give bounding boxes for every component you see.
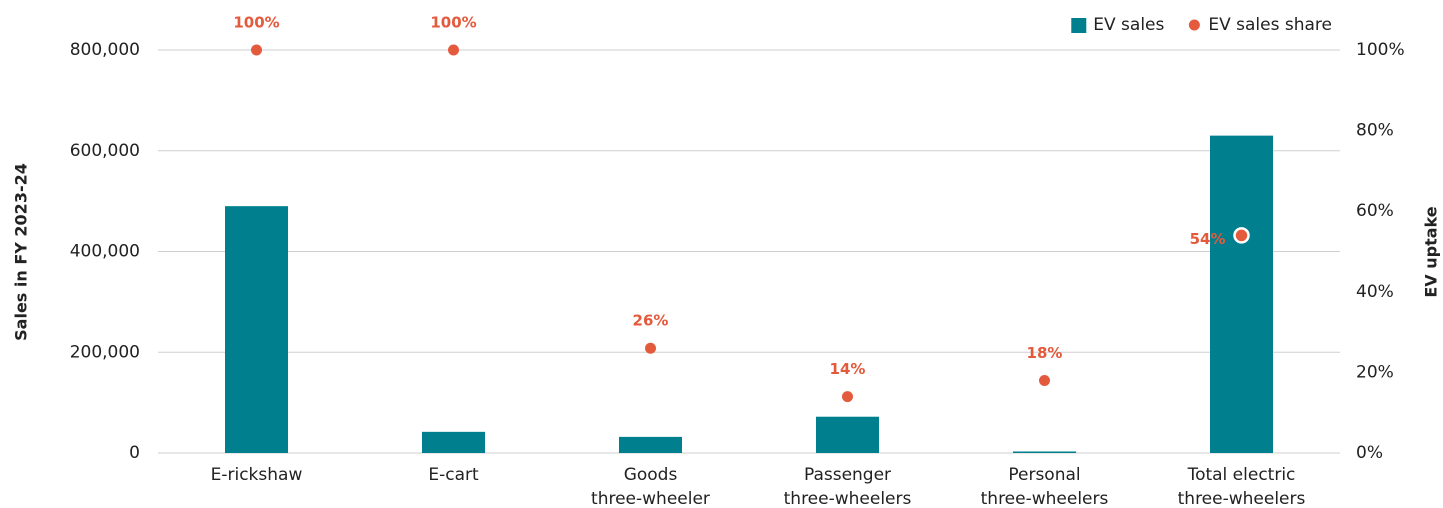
bar: [1210, 135, 1273, 453]
y2-tick-label: 0%: [1356, 443, 1383, 463]
x-tick-label: Total electric three-wheelers: [1178, 465, 1306, 508]
y-tick-label: 0: [129, 443, 140, 463]
legend-swatch: [1071, 18, 1087, 33]
dot: [251, 44, 262, 56]
value-label: 100%: [430, 14, 476, 32]
y2-tick-label: 60%: [1356, 201, 1394, 221]
y2-tick-label: 40%: [1356, 282, 1394, 302]
value-label: 14%: [830, 360, 866, 378]
dot: [1233, 227, 1250, 244]
dot: [645, 342, 656, 354]
dot: [842, 391, 853, 403]
x-tick-label: E-cart: [428, 465, 479, 485]
y-tick-label: 600,000: [70, 141, 140, 161]
legend-swatch: [1188, 19, 1200, 31]
bar: [619, 436, 682, 453]
y-tick-label: 800,000: [70, 40, 140, 60]
y-tick-label: 400,000: [70, 242, 140, 262]
y2-tick-label: 20%: [1356, 362, 1394, 382]
value-label: 18%: [1027, 344, 1063, 362]
value-label: 100%: [233, 14, 279, 32]
x-tick-label: Passenger three-wheelers: [784, 465, 912, 508]
bar: [225, 206, 288, 453]
y2-tick-label: 100%: [1356, 40, 1405, 60]
x-tick-label: Goods three-wheeler: [591, 465, 710, 508]
value-label: 26%: [633, 312, 669, 330]
y-tick-label: 200,000: [70, 342, 140, 362]
dot: [448, 44, 459, 56]
bar: [816, 416, 879, 453]
legend-label: EV sales share: [1208, 15, 1332, 35]
y2-axis-label: EV uptake: [1422, 206, 1441, 297]
y-axis-label: Sales in FY 2023-24: [12, 163, 31, 341]
x-tick-label: E-rickshaw: [211, 465, 303, 485]
dot: [1039, 374, 1050, 386]
value-label: 54%: [1190, 230, 1226, 248]
y2-tick-label: 80%: [1356, 121, 1394, 141]
x-tick-label: Personal three-wheelers: [981, 465, 1109, 508]
bar: [422, 431, 485, 453]
bar: [1013, 451, 1076, 453]
legend-label: EV sales: [1093, 15, 1164, 35]
